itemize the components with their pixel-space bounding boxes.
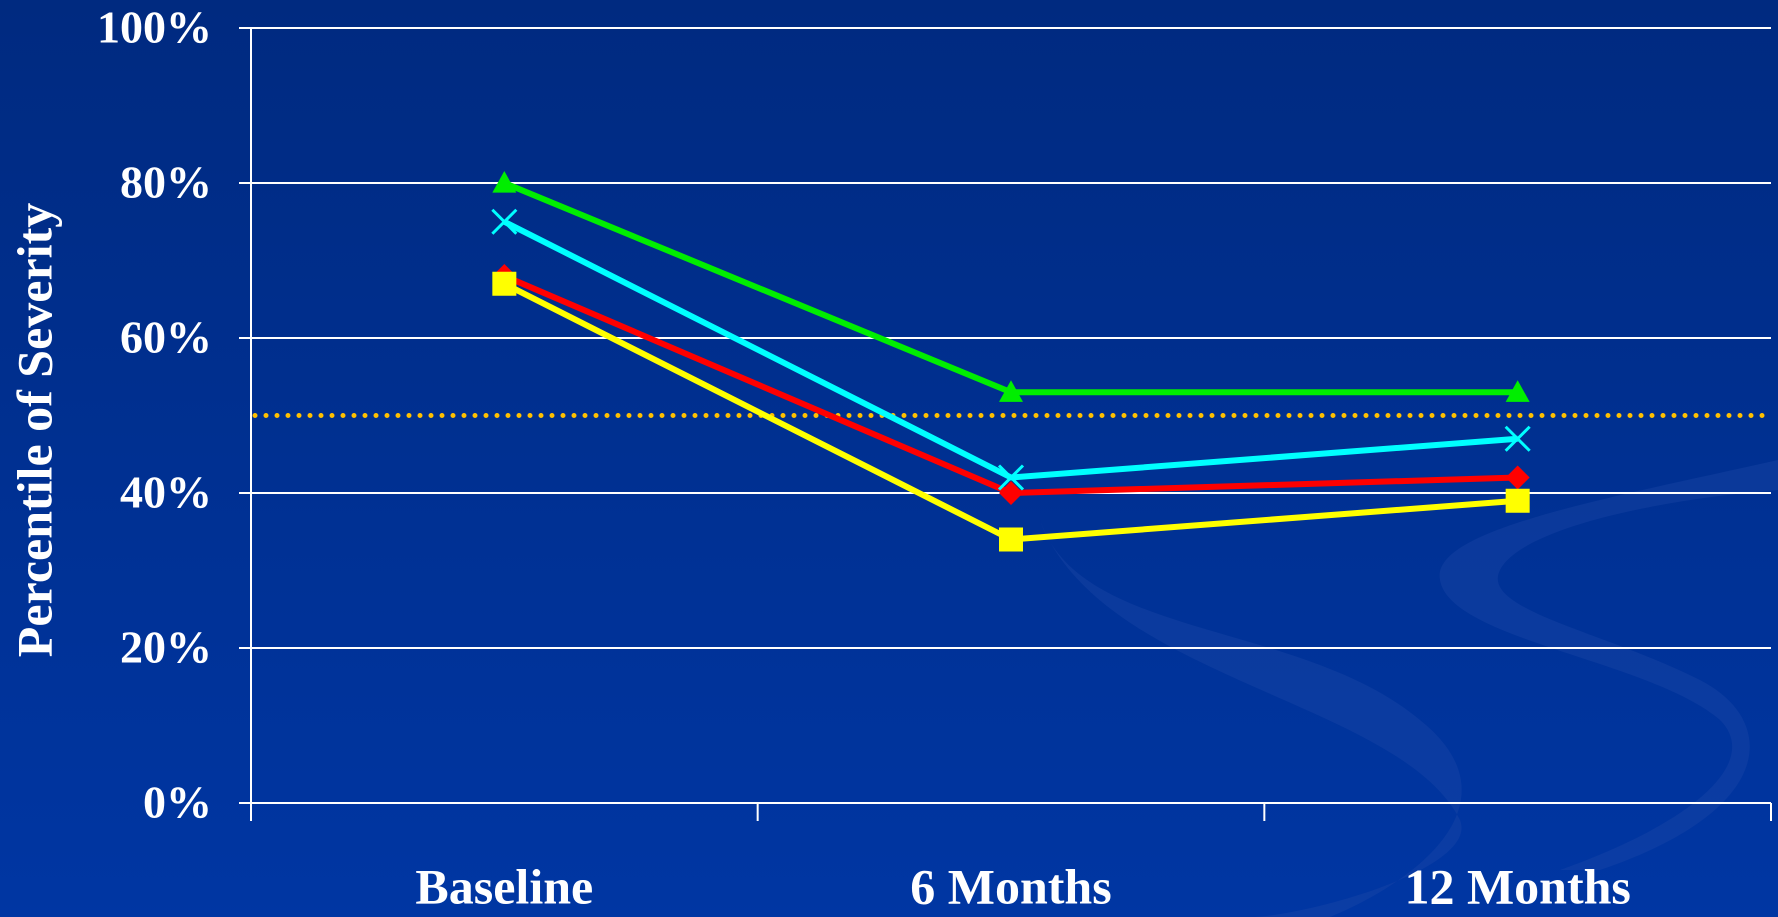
marker	[1505, 488, 1530, 513]
x-tick-label: Baseline	[415, 858, 593, 914]
decoration	[1040, 520, 1462, 917]
marker	[1505, 465, 1530, 490]
y-tick-label: 0%	[143, 777, 212, 828]
marker	[1504, 425, 1531, 452]
x-tick-label: 12 Months	[1404, 858, 1630, 914]
y-tick-label: 100%	[97, 2, 212, 53]
decoration	[1439, 460, 1778, 870]
y-tick-label: 20%	[120, 622, 212, 673]
marker	[997, 464, 1025, 491]
y-axis-title: Percentile of Severity	[6, 203, 62, 657]
x-tick-label: 6 Months	[910, 858, 1111, 914]
marker	[1505, 380, 1530, 402]
marker	[492, 271, 517, 296]
y-tick-label: 40%	[120, 467, 212, 518]
marker	[491, 208, 518, 235]
marker	[492, 171, 517, 193]
marker	[999, 527, 1023, 552]
marker	[999, 481, 1023, 505]
y-tick-label: 60%	[120, 312, 212, 363]
marker	[999, 380, 1023, 402]
y-tick-label: 80%	[120, 157, 212, 208]
